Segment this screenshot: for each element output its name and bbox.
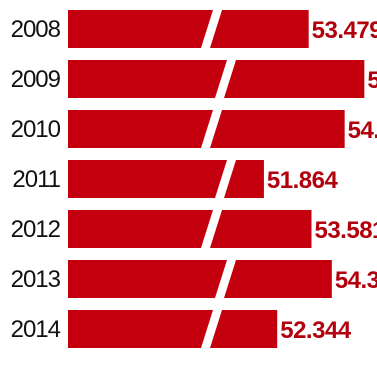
year-label-2014: 2014: [11, 316, 61, 343]
bar-2014-right-segment: [210, 310, 278, 348]
value-label-2008: 53.479: [312, 17, 377, 44]
value-labels-group: 53.479 55.489 54.778 51.864 53.581 54.315 52.3…: [267, 17, 377, 344]
bar-2008-right-segment: [210, 10, 309, 48]
bar-2013-left-segment: [68, 260, 227, 298]
bar-2010-right-segment: [210, 110, 345, 148]
bar-2012-left-segment: [68, 210, 213, 248]
bar-2011-left-segment: [68, 160, 227, 198]
value-label-2010: 54.778: [348, 117, 377, 144]
bar-2012-right-segment: [210, 210, 312, 248]
bar-2008-left-segment: [68, 10, 213, 48]
year-labels-group: 2008 2009 2010 2011 2012 2013 2014: [11, 16, 62, 343]
bar-2011-right-segment: [224, 160, 264, 198]
year-label-2013: 2013: [11, 266, 61, 293]
year-label-2011: 2011: [12, 166, 60, 193]
year-label-2009: 2009: [11, 66, 61, 93]
year-label-2012: 2012: [11, 216, 61, 243]
bar-2013-right-segment: [224, 260, 332, 298]
bar-2014-left-segment: [68, 310, 213, 348]
bars-group: [68, 10, 365, 348]
value-label-2014: 52.344: [280, 317, 352, 344]
value-label-2011: 51.864: [267, 167, 339, 194]
bar-2010-left-segment: [68, 110, 213, 148]
value-label-2012: 53.581: [314, 217, 377, 244]
bar-2009-right-segment: [224, 60, 365, 98]
year-label-2008: 2008: [11, 16, 61, 43]
bar-2009-left-segment: [68, 60, 227, 98]
value-label-2009: 55.489: [367, 67, 377, 94]
value-label-2013: 54.315: [335, 267, 377, 294]
year-label-2010: 2010: [11, 116, 61, 143]
